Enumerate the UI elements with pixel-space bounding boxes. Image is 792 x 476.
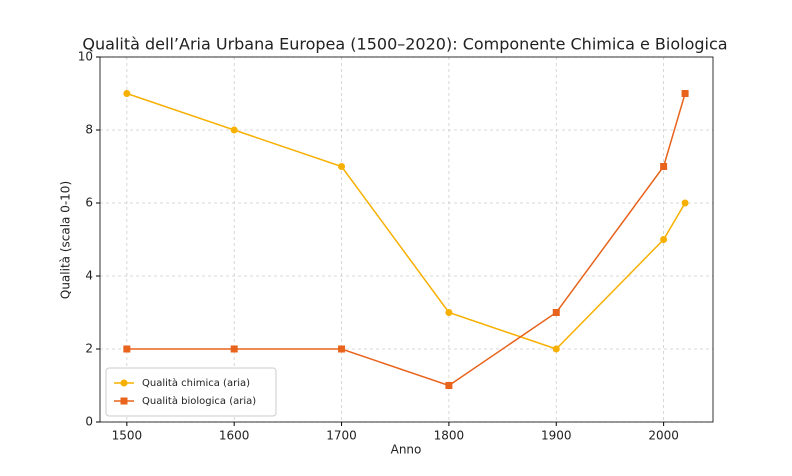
marker xyxy=(445,309,453,316)
legend-box xyxy=(105,367,277,417)
marker xyxy=(552,345,560,353)
y-tick-label: 8 xyxy=(85,123,93,137)
marker xyxy=(681,90,689,97)
y-tick-label: 10 xyxy=(78,50,93,64)
marker xyxy=(445,382,453,389)
marker xyxy=(338,345,346,353)
x-tick-label: 2000 xyxy=(648,429,679,443)
marker xyxy=(681,199,689,207)
marker xyxy=(660,236,668,243)
marker xyxy=(338,163,346,170)
x-tick-label: 1500 xyxy=(112,429,143,443)
legend-label: Qualità chimica (aria) xyxy=(142,377,250,389)
marker xyxy=(230,126,238,134)
x-axis-label: Anno xyxy=(391,443,422,457)
legend: Qualità chimica (aria) Qualità biologica … xyxy=(105,367,277,417)
y-tick-label: 6 xyxy=(85,196,93,210)
y-tick-label: 4 xyxy=(85,269,93,283)
plot-frame xyxy=(99,56,714,423)
marker xyxy=(123,345,131,353)
x-tick-label: 1700 xyxy=(326,429,357,443)
marker xyxy=(123,90,131,97)
x-tick-label: 1800 xyxy=(434,429,465,443)
series-line xyxy=(126,92,686,350)
series-line xyxy=(126,93,686,387)
marker xyxy=(120,379,128,387)
marker xyxy=(230,345,238,353)
marker xyxy=(120,397,128,405)
chart-title: Qualità dell’Aria Urbana Europea (1500–2… xyxy=(82,35,727,54)
legend-label: Qualità biologica (aria) xyxy=(142,395,256,407)
x-tick-label: 1900 xyxy=(541,429,572,443)
y-axis-label: Qualità (scala 0-10) xyxy=(59,181,73,299)
marker xyxy=(552,309,560,316)
y-tick-label: 0 xyxy=(85,415,93,429)
marker xyxy=(660,163,668,170)
x-tick-label: 1600 xyxy=(219,429,250,443)
y-tick-label: 2 xyxy=(85,342,93,356)
